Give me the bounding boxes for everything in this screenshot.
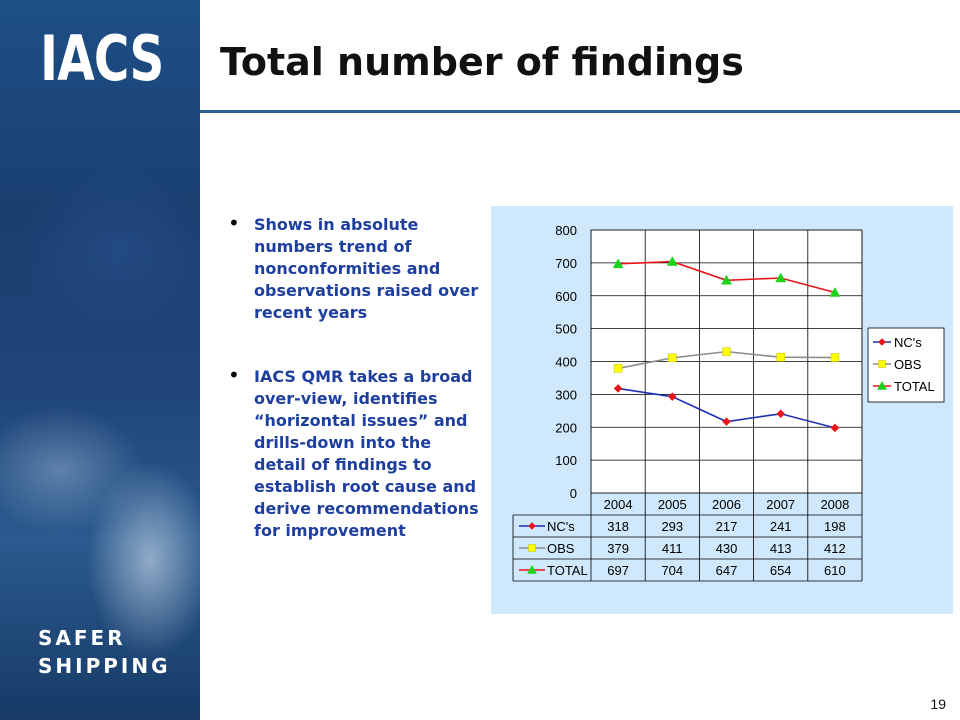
table-value: 411 xyxy=(662,541,683,556)
table-value: 413 xyxy=(770,541,792,556)
y-tick-label: 100 xyxy=(555,453,577,468)
y-tick-label: 400 xyxy=(555,355,577,370)
tagline-line-1: SAFER xyxy=(38,626,126,650)
table-value: 697 xyxy=(607,563,629,578)
table-value: 610 xyxy=(824,563,846,578)
table-legend-marker xyxy=(528,544,536,552)
legend-label: OBS xyxy=(894,357,922,372)
legend-marker xyxy=(877,380,887,390)
data-point xyxy=(668,353,677,363)
table-series-label: NC's xyxy=(547,519,575,534)
bullet-item: • IACS QMR takes a broad over-view, iden… xyxy=(228,363,486,542)
y-tick-label: 200 xyxy=(555,420,577,435)
table-value: 430 xyxy=(716,541,738,556)
data-point xyxy=(666,256,678,266)
data-point xyxy=(775,272,787,283)
x-tick-label: 2008 xyxy=(820,497,849,512)
bullet-dot-icon: • xyxy=(228,211,240,235)
table-series-label: OBS xyxy=(547,541,575,556)
table-value: 654 xyxy=(770,563,792,578)
legend-marker xyxy=(878,360,886,368)
legend-label: TOTAL xyxy=(894,379,935,394)
chart-area: 0 100 200 300 400 500 600 700 800 2004 2005 2006 200… xyxy=(491,206,953,614)
y-tick-label: 0 xyxy=(570,486,577,501)
legend-marker xyxy=(878,338,886,346)
data-point xyxy=(830,353,840,362)
y-tick-label: 700 xyxy=(555,256,577,271)
data-point xyxy=(776,352,785,362)
table-legend-marker xyxy=(527,564,537,574)
data-point xyxy=(613,384,623,393)
bullet-dot-icon: • xyxy=(228,363,240,387)
y-tick-label: 600 xyxy=(555,289,577,304)
bullet-text: Shows in absolute numbers trend of nonco… xyxy=(254,215,479,322)
line-chart: 0 100 200 300 400 500 600 700 800 2004 2005 2006 200… xyxy=(512,223,945,582)
data-point xyxy=(721,274,732,285)
x-tick-label: 2007 xyxy=(766,497,795,512)
table-value: 647 xyxy=(716,563,738,578)
bullet-text: IACS QMR takes a broad over-view, identi… xyxy=(254,367,479,540)
table-value: 198 xyxy=(824,519,846,534)
table-value: 293 xyxy=(661,519,683,534)
page-title: Total number of findings xyxy=(220,40,744,84)
y-tick-label: 300 xyxy=(555,387,577,402)
iacs-logo: IACS xyxy=(40,22,164,95)
x-tick-label: 2006 xyxy=(712,497,741,512)
data-point xyxy=(722,347,731,356)
data-point xyxy=(830,423,840,433)
data-point xyxy=(612,258,624,269)
data-point xyxy=(667,392,677,402)
data-point xyxy=(829,286,841,297)
table-value: 379 xyxy=(607,541,629,556)
legend-label: NC's xyxy=(894,335,922,350)
bullet-item: • Shows in absolute numbers trend of non… xyxy=(228,211,486,324)
sea-background-panel: IACS SAFER SHIPPING xyxy=(0,0,200,720)
bullet-list: • Shows in absolute numbers trend of non… xyxy=(228,211,486,584)
title-divider xyxy=(200,110,960,113)
y-tick-label: 800 xyxy=(555,223,577,238)
table-legend-marker xyxy=(528,522,536,530)
y-tick-label: 500 xyxy=(555,322,577,337)
table-series-label: TOTAL xyxy=(547,563,588,578)
table-value: 217 xyxy=(716,519,738,534)
data-point xyxy=(613,364,623,373)
table-value: 704 xyxy=(661,563,683,578)
table-value: 318 xyxy=(607,519,629,534)
x-tick-label: 2005 xyxy=(658,497,687,512)
table-value: 412 xyxy=(824,541,846,556)
tagline-line-2: SHIPPING xyxy=(38,654,171,678)
data-point xyxy=(722,417,731,427)
page-number: 19 xyxy=(930,696,946,712)
data-point xyxy=(776,409,786,419)
table-value: 241 xyxy=(770,519,792,534)
x-tick-label: 2004 xyxy=(604,497,633,512)
